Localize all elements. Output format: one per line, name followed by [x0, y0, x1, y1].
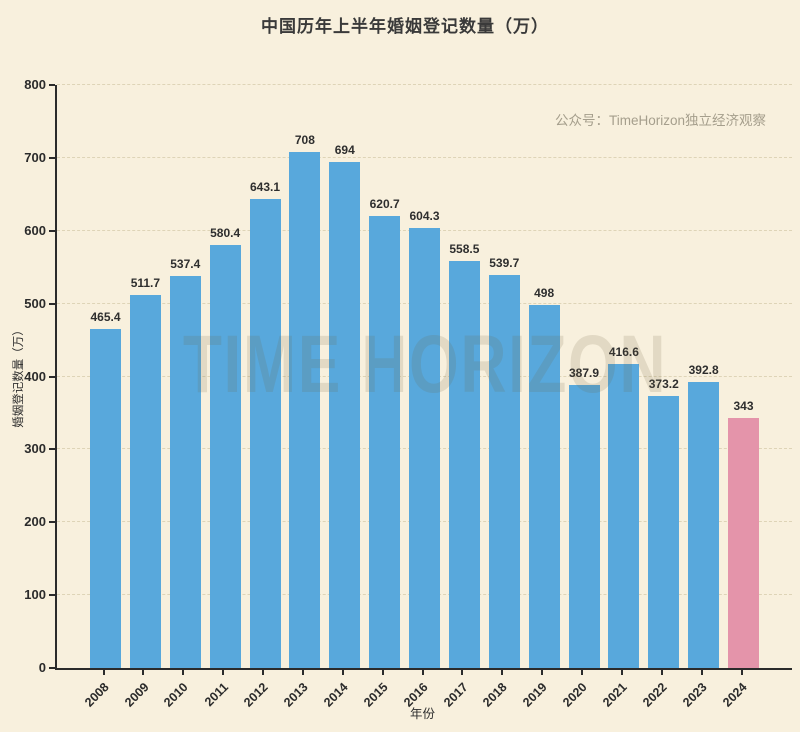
bar-value-label: 604.3 [409, 208, 440, 223]
bar-2020 [568, 385, 600, 668]
bar-2008 [90, 328, 121, 668]
bar-2015 [369, 215, 401, 668]
x-tick-mark [142, 670, 145, 675]
bar-value-label: 498 [534, 286, 555, 301]
y-axis-title: 婚姻登记数量（万） [13, 324, 25, 428]
x-tick-mark [581, 670, 583, 675]
plot-area: 465.4 511.7 537.4 580.4 643.1 708 694 620.7 604.… [55, 84, 792, 670]
bar-2018 [488, 274, 520, 668]
y-tick-label: 600 [24, 222, 46, 238]
bar-value-label: 537.4 [170, 257, 201, 272]
x-axis: 2008 2009 2010 2011 2012 2013 2014 2015 2016 2017… [55, 670, 790, 732]
x-tick-mark [620, 670, 623, 675]
x-tick-mark [740, 670, 743, 675]
bars-layer: 465.4 511.7 537.4 580.4 643.1 708 694 620.7 604.… [57, 85, 792, 668]
bar-2014 [329, 162, 361, 668]
bar-value-label: 511.7 [130, 276, 161, 291]
bar-value-label: 387.9 [568, 366, 600, 381]
x-tick-mark [262, 670, 264, 675]
x-tick-mark [421, 670, 424, 675]
bar-value-label: 373.2 [648, 377, 679, 392]
x-tick-mark [182, 670, 185, 675]
bar-2010 [169, 276, 201, 668]
y-tick-label: 200 [24, 514, 46, 530]
x-tick-mark [301, 670, 304, 675]
bar-value-label: 539.7 [489, 255, 520, 270]
bar-2017 [448, 261, 480, 668]
x-tick-mark [501, 670, 504, 675]
gridline [57, 84, 792, 85]
bar-2009 [129, 295, 161, 668]
x-tick-mark [461, 670, 464, 675]
bar-value-label: 558.5 [449, 242, 480, 256]
bar-value-label: 416.6 [608, 345, 639, 360]
x-axis-title: 年份 [409, 707, 435, 721]
bar-2016 [409, 227, 440, 668]
chart-title: 中国历年上半年婚姻登记数量（万） [261, 17, 549, 36]
bar-value-label: 708 [294, 133, 315, 148]
x-tick-mark [341, 670, 344, 675]
x-tick-mark [700, 670, 703, 675]
y-tick-label: 0 [38, 660, 46, 675]
x-tick-mark [222, 670, 225, 675]
bar-2011 [209, 245, 241, 668]
annotation: 公众号：TimeHorizon独立经济观察 [554, 113, 766, 128]
bar-value-label: 392.8 [688, 362, 719, 377]
bar-value-label: 580.4 [210, 226, 241, 241]
bar-2022 [648, 396, 680, 668]
bar-value-label: 694 [334, 143, 355, 158]
bar-value-label: 465.4 [90, 309, 121, 324]
gridline [57, 156, 792, 158]
bar-value-label: 643.1 [249, 180, 281, 195]
y-tick-label: 100 [24, 587, 46, 603]
x-tick-mark [102, 670, 105, 675]
bar-2012 [249, 199, 281, 668]
bar-2023 [688, 381, 720, 668]
bar-2024 [728, 418, 759, 668]
bar-value-label: 343 [733, 399, 754, 414]
bar-2013 [289, 152, 321, 668]
bar-value-label: 620.7 [369, 196, 400, 211]
bar-2019 [528, 305, 560, 668]
x-tick-mark [381, 670, 384, 675]
y-tick-label: 800 [24, 77, 46, 92]
x-tick-mark [660, 670, 663, 675]
x-tick-mark [541, 670, 544, 675]
y-tick-label: 700 [24, 149, 46, 165]
bar-2021 [608, 364, 640, 668]
